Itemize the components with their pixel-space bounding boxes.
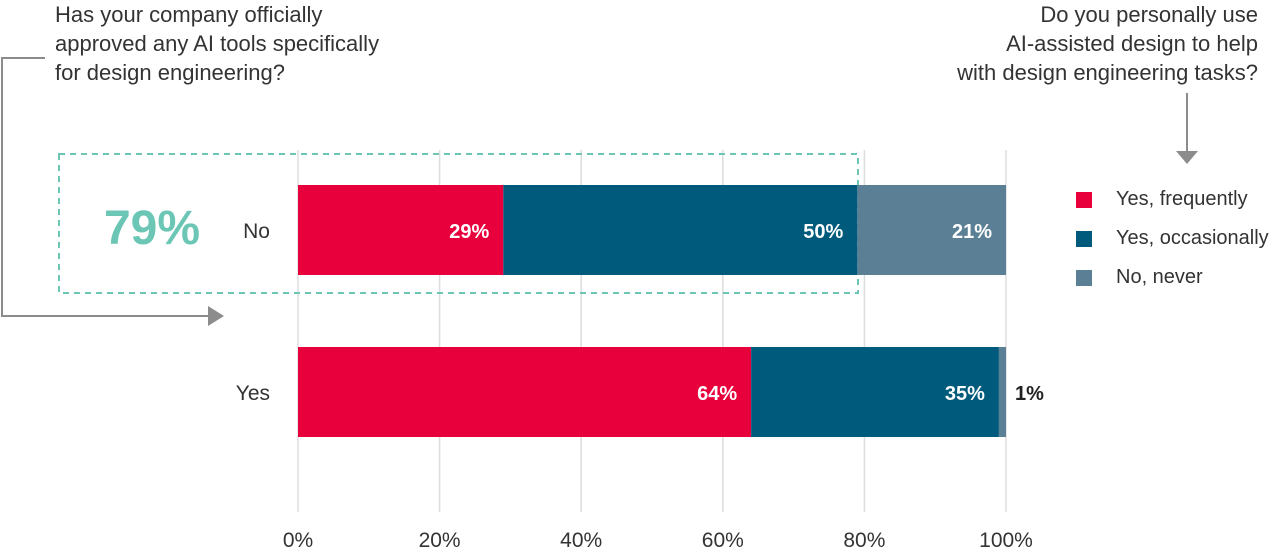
x-tick-label: 0%: [283, 529, 313, 549]
legend: Yes, frequently Yes, occasionally No, neve…: [1076, 180, 1269, 297]
legend-item: Yes, frequently: [1076, 180, 1269, 219]
data-label: 64%: [697, 383, 737, 405]
bar-segment: [298, 347, 752, 437]
x-tick-label: 40%: [560, 529, 602, 549]
legend-label: No, never: [1116, 266, 1203, 288]
right-question-line-1: Do you personally use: [1040, 2, 1258, 27]
data-label: 50%: [803, 221, 843, 243]
right-question-line-3: with design engineering tasks?: [957, 60, 1258, 85]
bar-segment: [503, 185, 858, 275]
legend-item: Yes, occasionally: [1076, 219, 1269, 258]
left-question-line-1: Has your company officially: [55, 2, 323, 27]
highlight-box: [58, 153, 859, 294]
legend-label: Yes, occasionally: [1116, 227, 1269, 249]
left-question-line-3: for design engineering?: [55, 60, 285, 85]
x-tick-label: 60%: [702, 529, 744, 549]
left-question: Has your company officially approved any…: [55, 0, 475, 87]
right-question: Do you personally use AI-assisted design…: [878, 0, 1258, 87]
bar-segment: [751, 347, 999, 437]
legend-item: No, never: [1076, 258, 1269, 297]
data-label: 1%: [1015, 383, 1044, 405]
left-question-line-2: approved any AI tools specifically: [55, 31, 380, 56]
bar-segment: [298, 185, 504, 275]
left-bracket-arrow: [1, 57, 208, 317]
x-tick-label: 100%: [979, 529, 1033, 549]
legend-swatch: [1076, 269, 1092, 286]
data-label: 35%: [945, 383, 985, 405]
bar-segment: [857, 185, 1006, 275]
highlight-percent: 79%: [104, 202, 200, 255]
x-tick-label: 80%: [843, 529, 885, 549]
x-tick-label: 20%: [419, 529, 461, 549]
bar-segment: [998, 347, 1006, 437]
legend-label: Yes, frequently: [1116, 188, 1248, 210]
arrowhead-right-icon: [208, 306, 224, 326]
data-label: 21%: [952, 221, 992, 243]
arrowhead-down-icon: [1176, 151, 1198, 164]
data-label: 29%: [449, 221, 489, 243]
category-label: No: [243, 220, 270, 243]
legend-swatch: [1076, 230, 1092, 247]
category-label: Yes: [236, 382, 270, 405]
right-question-line-2: AI-assisted design to help: [1006, 31, 1258, 56]
legend-swatch: [1076, 191, 1092, 208]
